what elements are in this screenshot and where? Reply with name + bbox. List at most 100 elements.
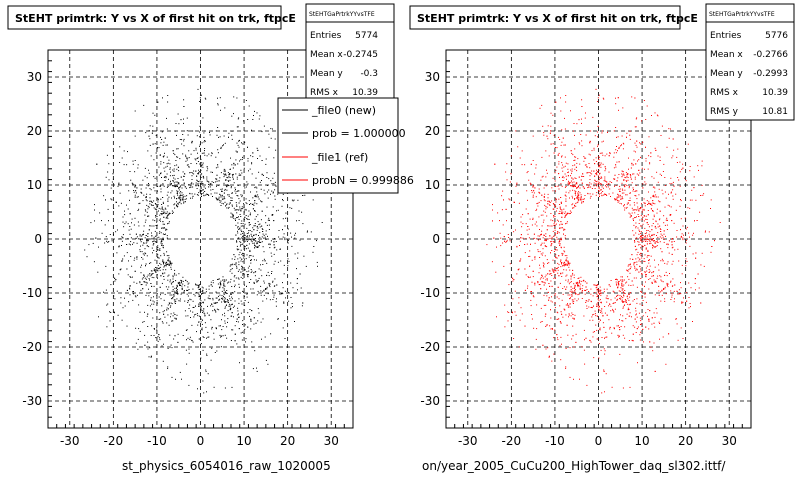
- right-scatter-point: [548, 204, 550, 206]
- left-scatter-point: [183, 182, 185, 184]
- left-scatter-point: [279, 293, 281, 295]
- left-scatter-point: [239, 200, 241, 202]
- left-scatter-point: [211, 152, 213, 154]
- left-scatter-point: [253, 115, 254, 116]
- left-scatter-point: [237, 209, 239, 211]
- left-scatter-point: [127, 208, 129, 210]
- left-scatter-point: [255, 177, 257, 179]
- left-scatter-point: [237, 270, 239, 272]
- left-scatter-point: [160, 208, 162, 210]
- left-scatter-point: [196, 292, 198, 293]
- left-scatter-point: [150, 299, 152, 301]
- left-scatter-point: [154, 269, 156, 271]
- right-scatter-point: [598, 166, 600, 168]
- left-scatter-point: [228, 303, 230, 305]
- left-scatter-point: [146, 240, 148, 241]
- left-scatter-point: [165, 228, 167, 230]
- right-scatter-point: [648, 255, 650, 257]
- left-scatter-point: [224, 297, 226, 299]
- right-scatter-point: [628, 187, 630, 189]
- left-scatter-point: [199, 180, 201, 182]
- left-scatter-point: [144, 344, 146, 346]
- left-scatter-point: [153, 268, 155, 270]
- left-scatter-point: [166, 216, 168, 218]
- right-scatter-point: [575, 333, 577, 335]
- right-scatter-point: [621, 182, 623, 184]
- right-scatter-point: [662, 171, 664, 172]
- left-scatter-point: [134, 196, 136, 198]
- left-scatter-point: [182, 196, 184, 198]
- left-scatter-point: [206, 194, 208, 195]
- left-scatter-point: [174, 291, 176, 293]
- left-scatter-point: [273, 238, 275, 240]
- left-scatter-point: [208, 186, 209, 188]
- left-x-tick-label: -30: [60, 434, 80, 448]
- right-scatter-point: [635, 185, 637, 186]
- right-scatter-point: [598, 94, 600, 96]
- left-scatter-point: [169, 294, 171, 296]
- left-scatter-point: [145, 284, 147, 286]
- right-scatter-point: [681, 264, 683, 266]
- right-scatter-point: [660, 233, 662, 235]
- left-scatter-point: [248, 105, 250, 107]
- right-scatter-point: [651, 225, 653, 227]
- left-scatter-point: [258, 224, 260, 226]
- right-scatter-point: [673, 241, 675, 242]
- left-scatter-point: [258, 171, 260, 173]
- right-scatter-point: [643, 260, 645, 262]
- left-scatter-point: [238, 313, 239, 315]
- right-scatter-point: [556, 207, 558, 209]
- left-scatter-point: [153, 303, 155, 305]
- left-scatter-point: [231, 134, 233, 136]
- right-scatter-point: [545, 324, 547, 326]
- right-scatter-point: [606, 336, 608, 338]
- left-scatter-point: [242, 238, 244, 240]
- left-scatter-point: [234, 256, 236, 258]
- left-scatter-point: [140, 188, 142, 190]
- left-scatter-point: [199, 295, 201, 297]
- left-scatter-point: [172, 180, 174, 182]
- right-scatter-point: [667, 247, 669, 249]
- left-scatter-point: [144, 237, 146, 239]
- left-scatter-point: [249, 204, 250, 205]
- right-scatter-point: [560, 203, 562, 204]
- left-scatter-point: [290, 232, 292, 234]
- right-scatter-point: [636, 237, 638, 239]
- left-scatter-point: [235, 192, 237, 194]
- left-scatter-point: [229, 307, 231, 309]
- right-scatter-point: [579, 289, 581, 290]
- left-scatter-point: [173, 170, 175, 172]
- left-scatter-point: [200, 194, 202, 196]
- left-scatter-point: [259, 236, 261, 238]
- right-scatter-point: [519, 157, 521, 159]
- left-scatter-point: [242, 266, 244, 268]
- right-scatter-point: [568, 263, 569, 264]
- right-scatter-point: [531, 291, 532, 292]
- right-scatter-point: [617, 177, 619, 179]
- left-scatter-point: [267, 363, 269, 365]
- left-scatter-point: [134, 135, 136, 137]
- left-scatter-point: [157, 254, 159, 256]
- left-scatter-point: [231, 204, 233, 206]
- right-scatter-point: [590, 186, 592, 188]
- right-scatter-point: [554, 172, 556, 174]
- right-scatter-point: [627, 298, 629, 300]
- left-scatter-point: [245, 341, 246, 343]
- left-scatter-point: [123, 255, 125, 257]
- left-scatter-point: [112, 155, 114, 157]
- left-scatter-point: [248, 238, 250, 240]
- left-scatter-point: [226, 176, 228, 178]
- right-scatter-point: [687, 207, 689, 209]
- left-scatter-point: [284, 237, 286, 239]
- left-scatter-point: [175, 130, 176, 132]
- left-scatter-point: [240, 244, 242, 246]
- left-scatter-point: [242, 324, 243, 325]
- left-scatter-point: [254, 275, 256, 277]
- right-scatter-point: [635, 227, 637, 229]
- right-scatter-point: [646, 105, 648, 107]
- left-scatter-point: [240, 225, 242, 227]
- left-scatter-point: [178, 198, 180, 199]
- right-scatter-point: [570, 286, 572, 288]
- left-scatter-point: [117, 130, 119, 132]
- left-scatter-point: [217, 283, 219, 285]
